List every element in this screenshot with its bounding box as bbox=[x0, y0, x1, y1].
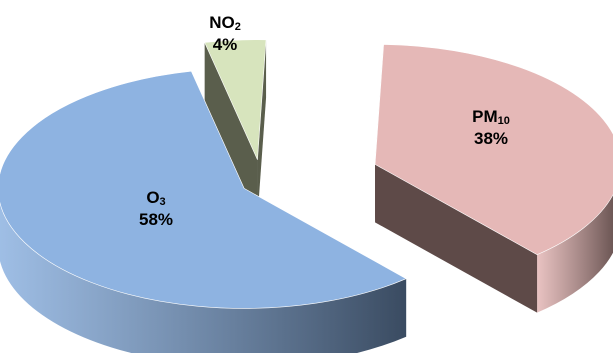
pie-slice-side-o3 bbox=[0, 202, 407, 353]
pie-slice-top-o3 bbox=[0, 70, 407, 309]
slice-label-pm10: PM10 38% bbox=[472, 107, 510, 148]
pie-slice-o3 bbox=[0, 70, 407, 353]
slice-label-o3: O3 58% bbox=[138, 188, 174, 229]
pie-slice-top-pm10 bbox=[374, 44, 613, 255]
pie-slice-cut-no2 bbox=[204, 42, 258, 218]
pie-slice-pm10 bbox=[374, 44, 613, 313]
pie-slice-cut-no2 bbox=[257, 39, 267, 218]
pie-slice-no2 bbox=[204, 39, 267, 218]
pie-slice-top-no2 bbox=[204, 39, 267, 160]
slice-label-no2: NO2 4% bbox=[209, 13, 241, 54]
pie-slice-cut-pm10 bbox=[375, 164, 538, 313]
pie-slice-side-pm10 bbox=[537, 194, 613, 313]
